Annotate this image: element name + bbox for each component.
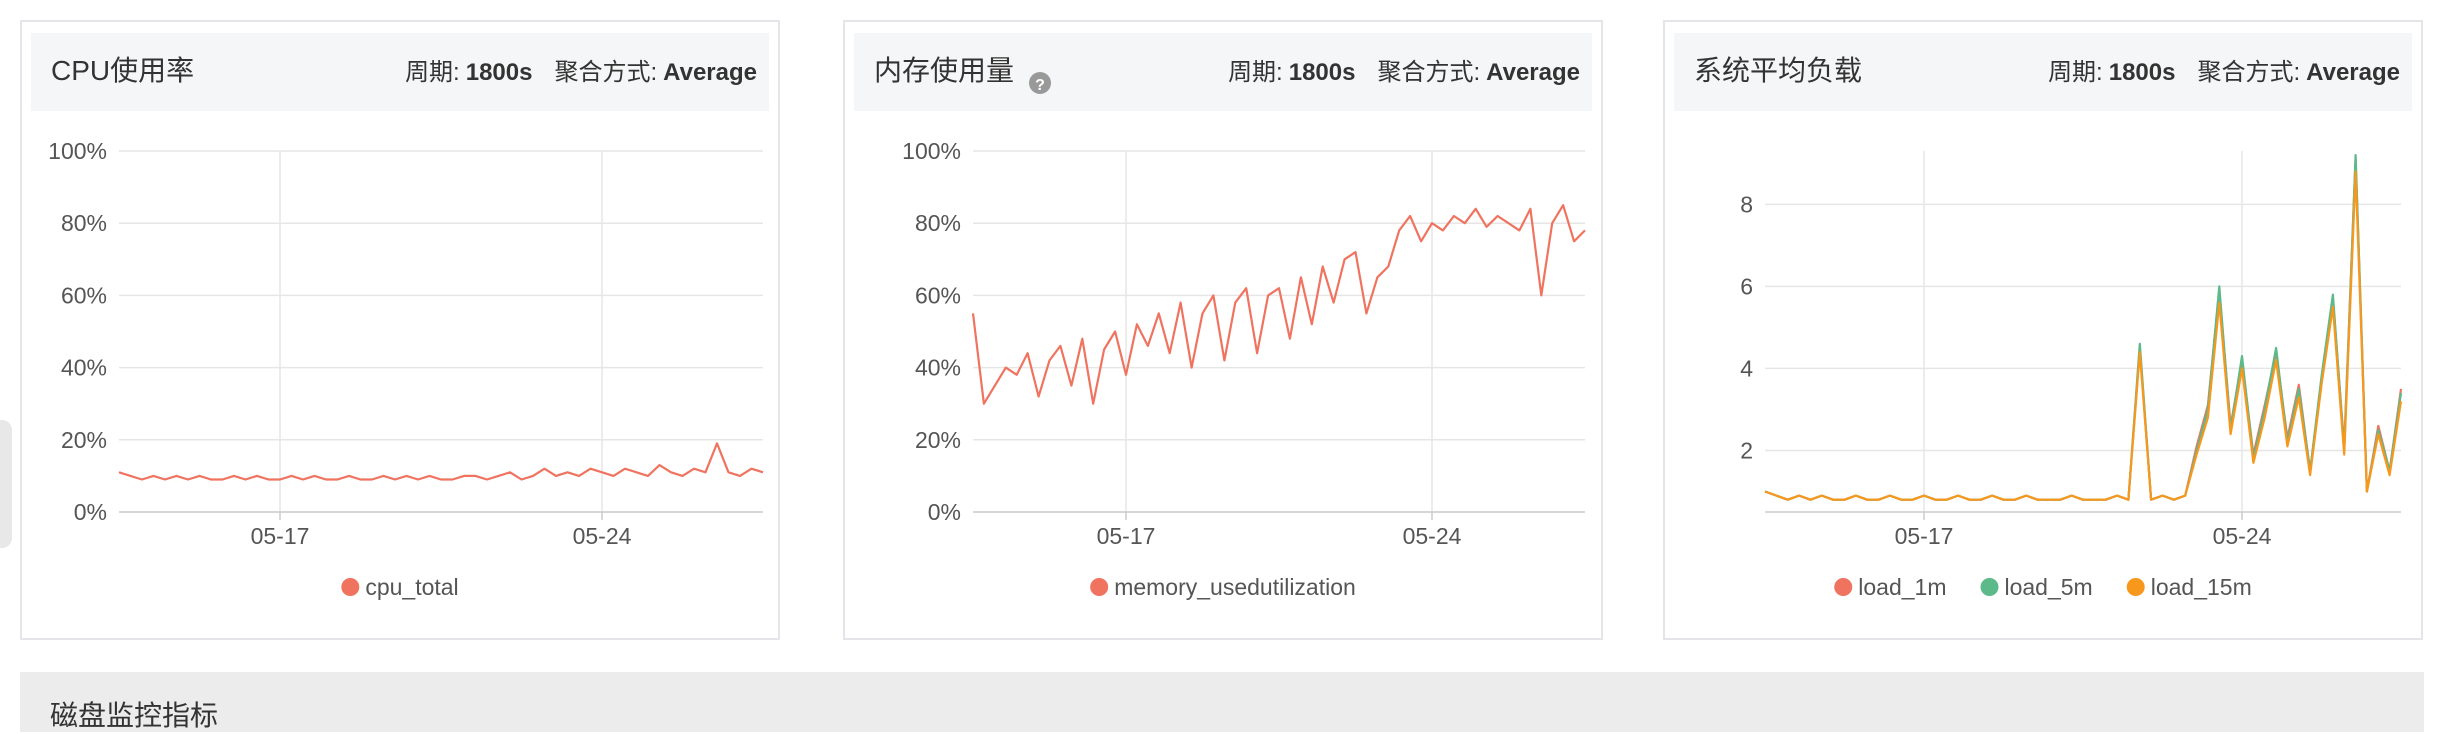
- card-header: [31, 33, 769, 111]
- legend-swatch: [2126, 578, 2145, 596]
- y-tick-label: 100%: [902, 138, 961, 164]
- x-tick-label: 05-17: [1895, 523, 1954, 549]
- legend-swatch: [1980, 578, 1999, 596]
- legend-item[interactable]: load_5m: [1980, 574, 2093, 600]
- legend-item[interactable]: cpu_total: [341, 574, 459, 600]
- settings-agg-label: 聚合方式:: [554, 59, 657, 86]
- settings-period-label: 周期:: [405, 59, 460, 86]
- y-tick-label: 4: [1740, 355, 1753, 381]
- legend-item[interactable]: load_15m: [2126, 574, 2252, 600]
- chart-settings: 周期: 1800s 聚合方式: Average: [1228, 59, 1580, 86]
- card-header: [854, 33, 1592, 111]
- settings-period: 1800s: [1289, 59, 1356, 86]
- y-tick-label: 20%: [61, 427, 107, 453]
- line-series: [1764, 170, 2403, 501]
- y-tick-label: 20%: [915, 427, 961, 453]
- legend-label: cpu_total: [365, 574, 458, 600]
- legend-item[interactable]: load_1m: [1834, 574, 1946, 600]
- legend-swatch: [1090, 578, 1109, 596]
- y-tick-label: 80%: [915, 210, 961, 236]
- section-title: 磁盘监控指标: [50, 700, 219, 731]
- chart: 内存使用量? 周期: 1800s 聚合方式: Average 0% 20% 40% 60% 80%…: [854, 33, 1592, 600]
- chart-card: 内存使用量? 周期: 1800s 聚合方式: Average 0% 20% 40% 60% 80%…: [843, 20, 1603, 640]
- chart-title: 系统平均负载: [1694, 55, 1862, 86]
- settings-agg: Average: [1486, 59, 1580, 86]
- legend-label: load_5m: [2004, 574, 2092, 600]
- legend-label: memory_usedutilization: [1114, 574, 1356, 600]
- legend: cpu_total: [341, 574, 459, 600]
- side-tab[interactable]: [0, 420, 12, 548]
- chart-card: CPU使用率 周期: 1800s 聚合方式: Average 0% 20% 40% 60% 80%…: [20, 20, 780, 640]
- card-header: [1674, 33, 2412, 111]
- x-tick-label: 05-24: [2213, 523, 2272, 549]
- chart-title: CPU使用率: [51, 55, 194, 86]
- y-tick-label: 40%: [61, 355, 107, 381]
- y-tick-label: 8: [1740, 191, 1753, 217]
- chart-settings: 周期: 1800s 聚合方式: Average: [405, 59, 757, 86]
- legend: memory_usedutilization: [1090, 574, 1356, 600]
- settings-agg-label: 聚合方式:: [1377, 59, 1480, 86]
- legend-swatch: [1834, 578, 1853, 596]
- x-tick-label: 05-24: [573, 523, 632, 549]
- legend-swatch: [341, 578, 360, 596]
- y-tick-label: 60%: [61, 282, 107, 308]
- line-series: [118, 442, 764, 481]
- y-tick-label: 2: [1740, 437, 1753, 463]
- settings-agg-label: 聚合方式:: [2197, 59, 2300, 86]
- settings-period-label: 周期:: [2048, 59, 2103, 86]
- y-tick-label: 60%: [915, 282, 961, 308]
- settings-agg: Average: [663, 59, 757, 86]
- settings-period-label: 周期:: [1228, 59, 1283, 86]
- section-header: 磁盘监控指标: [20, 672, 2424, 732]
- y-tick-label: 0%: [928, 499, 961, 525]
- chart-card: 系统平均负载 周期: 1800s 聚合方式: Average 2 4 6 8 05-17 05-24…: [1663, 20, 2423, 640]
- y-tick-label: 80%: [61, 210, 107, 236]
- settings-agg: Average: [2306, 59, 2400, 86]
- x-tick-label: 05-17: [1097, 523, 1156, 549]
- chart-title: 内存使用量: [874, 55, 1014, 86]
- help-icon-glyph: ?: [1035, 77, 1045, 94]
- settings-period: 1800s: [466, 59, 533, 86]
- chart: 系统平均负载 周期: 1800s 聚合方式: Average 2 4 6 8 05-17 05-24…: [1674, 33, 2412, 600]
- legend-item[interactable]: memory_usedutilization: [1090, 574, 1356, 600]
- y-tick-label: 40%: [915, 355, 961, 381]
- y-tick-label: 100%: [48, 138, 107, 164]
- legend-label: load_15m: [2151, 574, 2252, 600]
- help-icon[interactable]: [1029, 72, 1052, 94]
- chart-settings: 周期: 1800s 聚合方式: Average: [2048, 59, 2400, 86]
- y-tick-label: 0%: [74, 499, 107, 525]
- legend: load_1m load_5m load_15m: [1834, 574, 2252, 600]
- y-tick-label: 6: [1740, 273, 1753, 299]
- x-tick-label: 05-17: [251, 523, 310, 549]
- line-series: [971, 204, 1586, 405]
- x-tick-label: 05-24: [1403, 523, 1462, 549]
- chart: CPU使用率 周期: 1800s 聚合方式: Average 0% 20% 40% 60% 80%…: [31, 33, 769, 600]
- legend-label: load_1m: [1858, 574, 1946, 600]
- settings-period: 1800s: [2109, 59, 2176, 86]
